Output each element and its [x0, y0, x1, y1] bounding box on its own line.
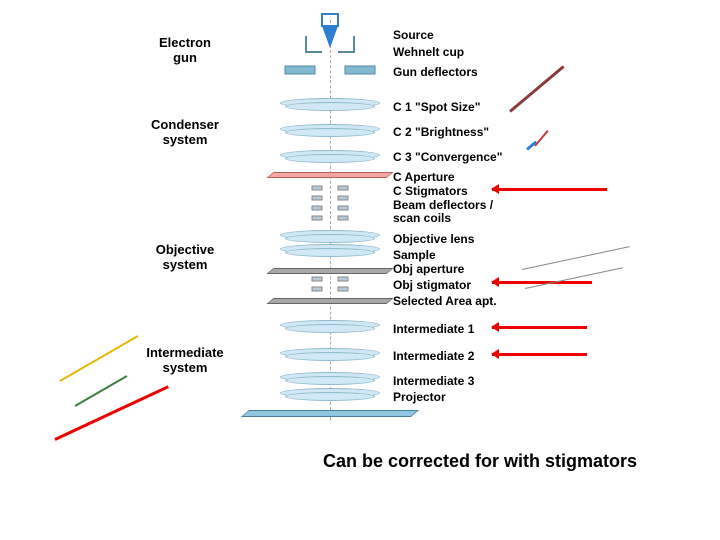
section-label: Intermediatesystem: [130, 345, 240, 375]
component-label: C Aperture: [393, 170, 455, 184]
component-label: Intermediate 1: [393, 322, 474, 336]
component-label: Objective lens: [393, 232, 474, 246]
aperture-plate: [241, 410, 419, 417]
component-label: scan coils: [393, 211, 451, 225]
decorative-line: [54, 385, 169, 441]
decorative-line: [522, 246, 630, 270]
component-label: Source: [393, 28, 434, 42]
callout-arrow: [492, 326, 587, 329]
lens: [285, 128, 375, 137]
decorative-line: [525, 267, 623, 289]
component-label: C 1 "Spot Size": [393, 100, 480, 114]
decorative-line: [534, 130, 548, 147]
component-label: Beam deflectors /: [393, 198, 493, 212]
footer-caption: Can be corrected for with stigmators: [323, 451, 637, 472]
component-label: Obj aperture: [393, 262, 464, 276]
lens: [285, 392, 375, 401]
callout-arrow: [492, 188, 607, 191]
component-label: Obj stigmator: [393, 278, 471, 292]
lens: [285, 324, 375, 333]
aperture-plate: [266, 268, 393, 274]
component-label: Gun deflectors: [393, 65, 478, 79]
section-label: Objectivesystem: [130, 242, 240, 272]
section-label: Condensersystem: [130, 117, 240, 147]
aperture-plate: [266, 172, 393, 178]
lens: [285, 248, 375, 257]
callout-arrow: [492, 353, 587, 356]
component-label: Projector: [393, 390, 446, 404]
component-label: C Stigmators: [393, 184, 468, 198]
component-label: Wehnelt cup: [393, 45, 464, 59]
lens: [285, 376, 375, 385]
lens: [285, 154, 375, 163]
component-label: Intermediate 3: [393, 374, 474, 388]
component-label: Sample: [393, 248, 436, 262]
component-label: Selected Area apt.: [393, 294, 497, 308]
lens: [285, 352, 375, 361]
component-label: C 2 "Brightness": [393, 125, 489, 139]
decorative-line: [75, 375, 128, 407]
component-label: C 3 "Convergence": [393, 150, 502, 164]
aperture-plate: [266, 298, 393, 304]
lens: [285, 234, 375, 243]
decorative-line: [509, 65, 565, 112]
component-label: Intermediate 2: [393, 349, 474, 363]
lens: [285, 102, 375, 111]
section-label: Electrongun: [130, 35, 240, 65]
